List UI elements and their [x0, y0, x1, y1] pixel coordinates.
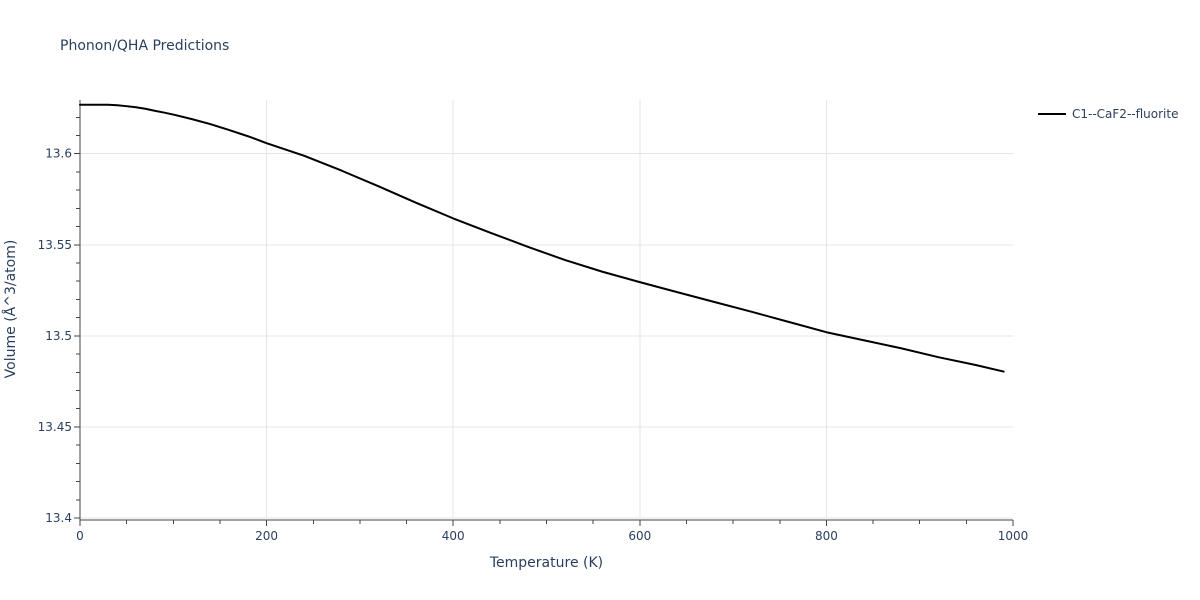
- x-tick-label: 400: [442, 529, 465, 543]
- y-axis-label: Volume (Å^3/atom): [2, 240, 19, 379]
- y-tick-label: 13.5: [45, 329, 72, 343]
- x-tick-label: 200: [255, 529, 278, 543]
- axes: [74, 100, 1014, 526]
- grid-lines: [80, 100, 1013, 519]
- x-tick-label: 800: [815, 529, 838, 543]
- data-series: [79, 103, 1005, 373]
- series-line[interactable]: [79, 103, 1005, 373]
- legend-label[interactable]: C1--CaF2--fluorite: [1072, 107, 1178, 121]
- legend[interactable]: C1--CaF2--fluorite: [1038, 107, 1178, 121]
- y-tick-label: 13.4: [45, 511, 72, 525]
- x-tick-label: 0: [76, 529, 84, 543]
- x-tick-label: 1000: [998, 529, 1029, 543]
- x-axis-label: Temperature (K): [489, 555, 603, 571]
- y-tick-label: 13.6: [45, 147, 72, 161]
- x-tick-label: 600: [628, 529, 651, 543]
- tick-labels: 0 200 400 600 800 1000 13.4 13.45 13.5 13.55 13.6: [38, 147, 1029, 543]
- y-tick-label: 13.45: [38, 420, 72, 434]
- y-tick-label: 13.55: [38, 238, 72, 252]
- chart-title: Phonon/QHA Predictions: [60, 38, 229, 54]
